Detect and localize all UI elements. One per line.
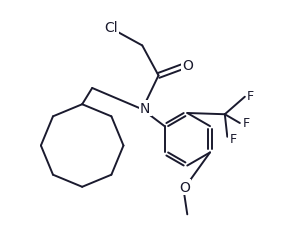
Text: F: F <box>229 132 236 145</box>
Text: O: O <box>179 181 190 195</box>
Text: F: F <box>243 117 250 130</box>
Text: F: F <box>247 90 254 103</box>
Text: N: N <box>140 102 150 115</box>
Text: Cl: Cl <box>104 21 118 35</box>
Text: O: O <box>182 58 193 72</box>
